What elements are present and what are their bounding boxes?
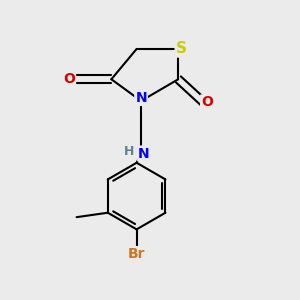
- Text: O: O: [201, 95, 213, 110]
- Text: N: N: [138, 147, 150, 160]
- Text: H: H: [123, 145, 134, 158]
- Text: O: O: [63, 72, 75, 86]
- Text: N: N: [135, 91, 147, 105]
- Text: Br: Br: [128, 247, 146, 261]
- Text: S: S: [176, 41, 187, 56]
